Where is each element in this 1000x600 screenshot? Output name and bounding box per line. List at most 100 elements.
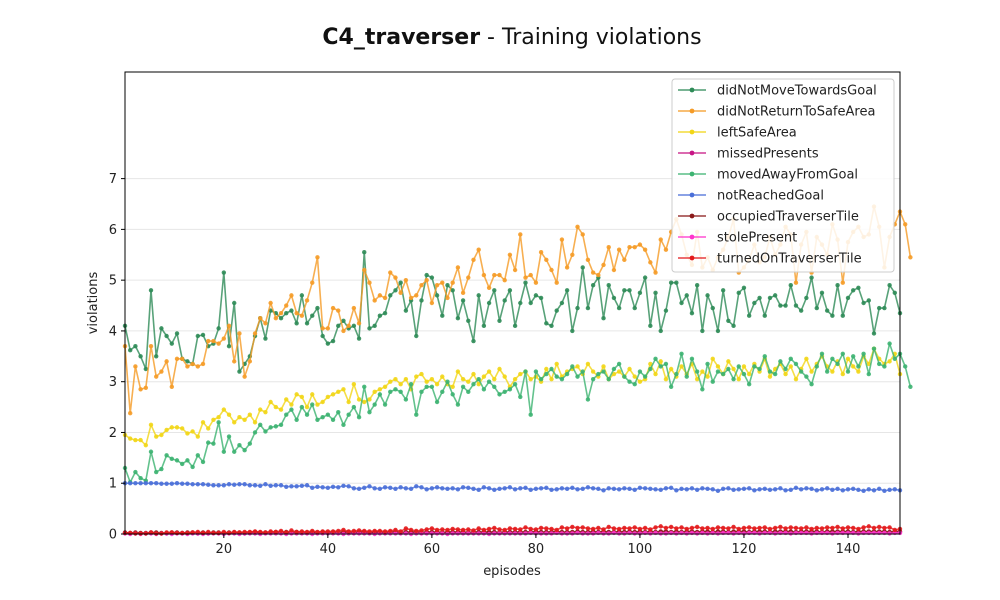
data-point [294,321,299,326]
data-point [726,318,731,323]
data-point [299,404,305,410]
data-point [741,364,747,369]
data-point [642,486,648,491]
data-point [741,525,747,531]
data-point [128,481,133,486]
data-point [382,295,388,301]
data-point [424,527,429,532]
data-point [294,392,299,397]
data-point [481,323,487,329]
data-point [471,371,476,377]
data-point [783,303,788,308]
data-point [200,459,206,465]
data-point [325,341,331,346]
data-point [663,361,669,367]
data-point [726,366,731,372]
data-point [564,526,570,531]
data-point [346,412,351,417]
data-point [471,528,476,533]
data-point [211,338,216,344]
data-point [450,531,455,536]
data-point [143,531,149,536]
data-point [632,531,637,536]
data-point [273,316,279,321]
data-point [382,402,388,407]
data-point [752,364,757,369]
data-point [434,399,440,405]
data-point [544,321,549,326]
data-point [247,412,253,417]
data-point [694,531,700,536]
data-point [351,404,357,410]
data-point [580,525,585,530]
data-point [850,354,856,359]
data-point [637,290,643,296]
data-point [570,252,575,257]
data-point [434,485,440,490]
data-point [481,387,487,392]
data-point [325,412,331,417]
legend-marker [689,234,695,240]
data-point [575,364,580,369]
data-point [793,530,799,536]
data-point [403,526,409,531]
data-point [346,323,351,329]
data-point [325,529,331,534]
data-point [523,485,528,490]
data-point [388,485,393,490]
data-point [632,244,637,250]
data-point [221,336,227,341]
data-point [429,531,435,536]
data-point [414,528,419,534]
data-point [164,427,169,433]
data-point [408,382,414,387]
data-point [850,525,856,531]
data-point [492,531,497,536]
data-point [341,387,346,392]
data-point [616,247,622,252]
data-point [746,486,752,491]
data-point [611,486,617,492]
data-point [268,300,273,306]
data-point [185,530,190,536]
data-point [528,487,533,493]
x-tick-label: 40 [320,542,337,557]
data-point [622,374,627,379]
data-point [206,529,211,535]
data-point [138,354,143,359]
data-point [762,313,767,318]
data-point [518,300,523,306]
data-point [564,371,570,377]
data-point [154,374,159,379]
data-point [882,364,887,369]
data-point [398,485,403,490]
data-point [247,441,253,446]
data-point [741,285,747,290]
data-point [424,277,429,283]
legend-entry: leftSafeArea [678,126,797,141]
data-point [580,531,585,536]
data-point [372,389,377,395]
data-point [679,300,684,306]
data-point [840,488,845,493]
data-point [580,232,585,237]
legend-entry: didNotReturnToSafeArea [678,105,875,120]
data-point [658,328,663,334]
x-tick-label: 20 [216,542,233,557]
data-point [554,374,559,379]
data-point [440,486,445,491]
data-point [440,527,445,532]
data-point [684,526,689,532]
data-point [861,351,866,356]
data-point [497,318,502,323]
data-point [601,488,606,493]
data-point [627,526,632,531]
data-point [876,361,882,367]
data-point [429,300,435,306]
y-tick-label: 4 [109,324,117,339]
data-point [346,529,351,534]
data-point [564,486,570,492]
x-tick-label: 60 [424,542,441,557]
data-point [278,483,284,488]
data-point [221,449,227,454]
